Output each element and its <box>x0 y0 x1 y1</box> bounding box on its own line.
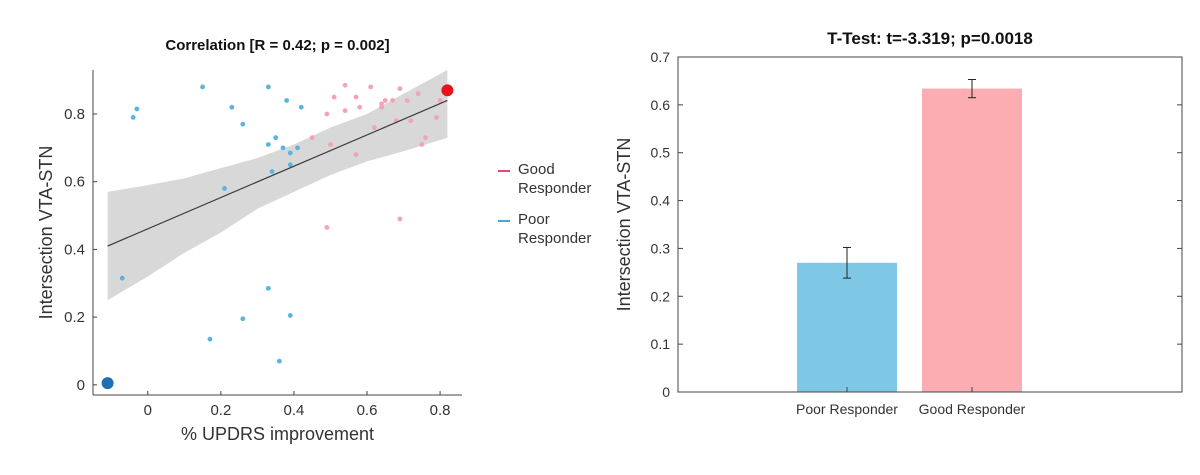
y-tick-label: 0.6 <box>64 174 85 191</box>
poor-responder-point <box>265 142 271 147</box>
legend-item-good: Good Responder <box>498 160 608 198</box>
y-tick-label: 0.1 <box>651 336 671 352</box>
good-responder-point <box>368 84 374 90</box>
y-tick-label: 0.6 <box>651 97 671 113</box>
y-tick-label: 0.3 <box>651 240 671 256</box>
good-responder-point <box>342 82 348 88</box>
y-axis-label: Intersection VTA-STN <box>614 138 634 312</box>
error-bar <box>968 78 976 99</box>
bar-chart: T-Test: t=-3.319; p=0.0018 0 0.1 0.2 0.3 0.4 0… <box>614 29 1183 417</box>
y-tick-label: 0 <box>77 377 85 394</box>
bar-title: T-Test: t=-3.319; p=0.0018 <box>827 29 1033 48</box>
good-responder-point <box>309 135 315 141</box>
poor-responder-point <box>287 313 293 318</box>
poor-responder-point <box>280 145 286 151</box>
poor-responder-point <box>130 114 136 120</box>
legend-label-good: Good Responder <box>518 161 592 197</box>
poor-responder-point <box>229 104 235 110</box>
poor-responder-point <box>265 285 271 291</box>
y-tick-label: 0.2 <box>64 309 85 326</box>
poor-responder-point <box>200 84 206 90</box>
x-tick-label: 0.8 <box>430 402 451 419</box>
poor-responder-point <box>240 316 246 322</box>
legend-item-poor: Poor Responder <box>498 210 608 248</box>
scatter-panel: Correlation [R = 0.42; p = 0.002] 0 0.2 0.4… <box>36 37 591 444</box>
good-responder-point <box>342 108 348 114</box>
good-responder-point <box>390 98 395 103</box>
y-tick-label: 0.7 <box>651 49 671 65</box>
y-tick-label: 0.2 <box>651 288 671 304</box>
bar-panel: T-Test: t=-3.319; p=0.0018 0 0.1 0.2 0.3 0.4 0… <box>600 0 1200 475</box>
good-responder-point <box>357 104 363 110</box>
poor-responder-point <box>287 150 293 156</box>
y-tick-label: 0 <box>662 384 670 400</box>
x-tick-label: Good Responder <box>919 401 1026 417</box>
x-axis-label: % UPDRS improvement <box>181 424 374 444</box>
legend-swatch-good <box>498 170 510 172</box>
poor-responder-point <box>134 106 140 112</box>
y-tick-label: 0.4 <box>64 241 85 258</box>
good-responder-point <box>353 152 359 158</box>
plot-frame <box>677 56 1183 393</box>
poor-responder-point <box>240 121 246 127</box>
bar-good-responder <box>922 88 1022 392</box>
good-responder-point <box>434 114 439 120</box>
poor-responder-point <box>284 98 290 103</box>
poor-responder-point <box>273 135 279 141</box>
poor-responder-point <box>287 162 293 168</box>
legend-label-poor: Poor Responder <box>518 211 592 247</box>
good-responder-point <box>423 135 428 141</box>
y-axis-label: Intersection VTA-STN <box>36 146 56 320</box>
x-tick-label: 0.4 <box>284 402 305 419</box>
x-tick-label: 0 <box>144 402 152 419</box>
regression-line <box>107 99 448 247</box>
good-responder-point <box>397 86 403 92</box>
highlight-point-red <box>441 84 454 97</box>
y-tick-label: 0.8 <box>64 106 85 123</box>
poor-responder-point <box>298 104 304 110</box>
y-tick-label: 0.4 <box>651 193 671 209</box>
scatter-chart: Correlation [R = 0.42; p = 0.002] 0 0.2 0.4… <box>36 37 462 444</box>
good-responder-point <box>353 94 359 100</box>
poor-responder-point <box>207 336 213 342</box>
good-responder-point <box>371 125 377 130</box>
confidence-band <box>107 70 448 301</box>
poor-responder-point <box>276 358 282 364</box>
poor-responder-point <box>222 186 227 191</box>
good-responder-point <box>397 216 403 222</box>
good-responder-point <box>328 142 333 147</box>
good-responder-point <box>324 111 330 117</box>
x-tick-label: Poor Responder <box>796 401 898 417</box>
poor-responder-point <box>265 84 271 90</box>
poor-responder-point <box>295 145 300 151</box>
poor-responder-point <box>269 169 275 174</box>
scatter-title: Correlation [R = 0.42; p = 0.002] <box>165 37 389 54</box>
y-tick-label: 0.5 <box>651 145 671 161</box>
good-responder-point <box>379 104 385 110</box>
error-bar <box>843 246 851 279</box>
good-responder-point <box>382 98 388 103</box>
good-responder-point <box>415 91 421 97</box>
bar-poor-responder <box>797 262 897 392</box>
highlight-point-blue <box>101 377 114 390</box>
good-responder-point <box>324 225 330 230</box>
good-responder-point <box>419 142 425 147</box>
good-responder-point <box>437 98 443 103</box>
x-tick-label: 0.6 <box>357 402 378 419</box>
good-responder-point <box>331 94 337 100</box>
good-responder-point <box>404 98 410 103</box>
legend: Good Responder Poor Responder <box>498 160 608 260</box>
legend-swatch-poor <box>498 220 510 222</box>
poor-responder-point <box>119 275 125 281</box>
good-responder-point <box>379 101 385 107</box>
good-responder-point <box>408 118 414 124</box>
x-tick-label: 0.2 <box>210 402 231 419</box>
